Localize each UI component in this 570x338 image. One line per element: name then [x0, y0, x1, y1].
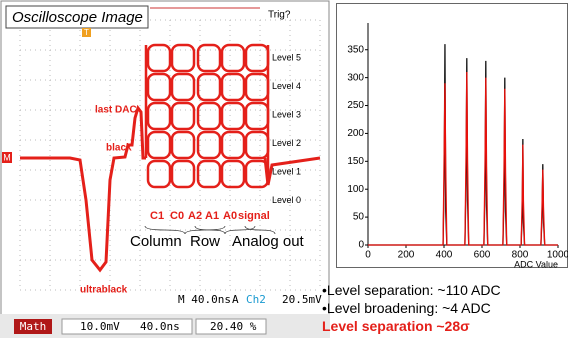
- trigger-label: Trig?: [268, 10, 291, 21]
- y-tick-label: 150: [347, 156, 364, 167]
- level-label: Level 3: [272, 109, 301, 119]
- y-tick-label: 350: [347, 44, 364, 55]
- y-tick-label: 0: [358, 240, 364, 251]
- math-label: Math: [20, 320, 47, 333]
- math-volts: 10.0mV: [80, 320, 120, 333]
- x-tick-label: 600: [474, 250, 491, 261]
- y-tick-label: 200: [347, 128, 364, 139]
- trigger-marker: T: [84, 28, 89, 37]
- level-label: Level 1: [272, 166, 301, 176]
- level-label: Level 4: [272, 81, 301, 91]
- ultrablack-label: ultrablack: [80, 285, 128, 296]
- chart-frame: [337, 4, 568, 268]
- status-channel: Ch2: [246, 293, 266, 306]
- group-label: Row: [190, 233, 220, 250]
- y-tick-label: 50: [353, 212, 365, 223]
- level-label: Level 2: [272, 138, 301, 148]
- address-label: signal: [238, 210, 270, 222]
- page: {"scope":{"title":"Oscilloscope Image","…: [0, 0, 570, 338]
- group-label: Analog out: [232, 233, 305, 250]
- level-label: Level 5: [272, 52, 301, 62]
- x-tick-label: 200: [398, 250, 415, 261]
- math-time: 40.0ns: [140, 320, 180, 333]
- address-label: A2: [188, 210, 202, 222]
- math-percent: 20.40 %: [210, 320, 257, 333]
- y-tick-label: 100: [347, 184, 364, 195]
- x-tick-label: 400: [436, 250, 453, 261]
- oscilloscope: Oscilloscope Image Trig? T M last DAC bl…: [0, 0, 330, 338]
- y-tick-label: 300: [347, 72, 364, 83]
- note: •Level separation: ~110 ADC: [322, 282, 501, 298]
- ground-marker: M: [3, 152, 11, 162]
- x-axis-label: ADC Value: [514, 259, 558, 268]
- note: Level separation ~28σ: [322, 318, 470, 334]
- group-label: Column: [130, 233, 182, 250]
- address-label: A0: [223, 210, 237, 222]
- x-tick-label: 0: [365, 250, 371, 261]
- address-label: C0: [170, 210, 184, 222]
- last-dac-label: last DAC: [95, 105, 137, 116]
- level-label: Level 0: [272, 195, 301, 205]
- address-label: C1: [150, 210, 164, 222]
- address-label: A1: [205, 210, 219, 222]
- status-mode: A: [232, 293, 239, 306]
- note: •Level broadening: ~4 ADC: [322, 300, 491, 316]
- black-label: black: [106, 143, 132, 154]
- status-time: M 40.0ns: [178, 293, 231, 306]
- status-level: 20.5mV: [282, 293, 322, 306]
- scope-title: Oscilloscope Image: [12, 9, 143, 26]
- y-tick-label: 250: [347, 100, 364, 111]
